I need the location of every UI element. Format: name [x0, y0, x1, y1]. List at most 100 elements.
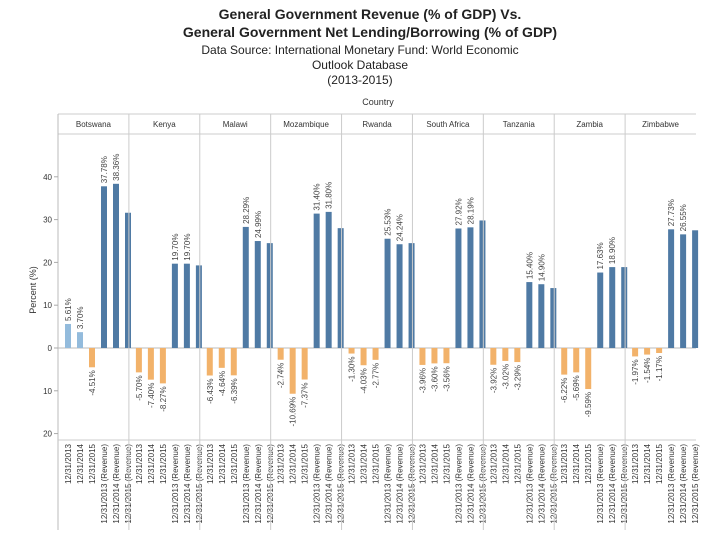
panel-label: Mozambique: [283, 120, 329, 129]
data-label: -1.54%: [643, 358, 652, 383]
bar: [277, 347, 284, 360]
y-tick-label: 40: [43, 173, 52, 182]
x-tick-label: 12/31/2015: [159, 443, 168, 484]
data-label: -4.51%: [88, 370, 97, 395]
bar: [159, 347, 166, 384]
bar: [680, 234, 687, 348]
x-tick-label: 12/31/2013: [64, 443, 73, 484]
bar: [89, 347, 95, 368]
x-tick-label: 12/31/2014: [218, 443, 227, 484]
bar: [195, 265, 202, 348]
y-tick-label: 10: [43, 301, 52, 310]
bar: [502, 347, 509, 361]
data-label: -8.27%: [159, 386, 168, 411]
x-tick-label: 12/31/2014 (Revenue): [396, 444, 405, 524]
bar: [101, 186, 107, 348]
subtitle: (2013-2015): [327, 73, 392, 87]
x-tick-label: 12/31/2013: [348, 443, 357, 484]
x-tick-label: 12/31/2013 (Revenue): [242, 444, 251, 524]
bar: [609, 267, 616, 348]
bar: [455, 228, 462, 348]
x-tick-label: 12/31/2014 (Revenue): [466, 444, 475, 524]
x-tick-label: 12/31/2014: [572, 443, 581, 484]
x-tick-label: 12/31/2014 (Revenue): [254, 444, 263, 524]
data-label: 27.73%: [667, 199, 676, 226]
y-tick-label: 0: [48, 344, 53, 353]
chart-title: General Government Net Lending/Borrowing…: [183, 24, 557, 40]
bar: [431, 347, 438, 364]
bar: [550, 288, 557, 348]
x-tick-label: 12/31/2015: [655, 443, 664, 484]
bar: [644, 347, 651, 355]
bar: [632, 347, 639, 357]
x-tick-label: 12/31/2015: [513, 443, 522, 484]
bar: [514, 347, 521, 363]
bar: [289, 347, 296, 394]
x-tick-label: 12/31/2014 (Revenue): [183, 444, 192, 524]
panel-label: Kenya: [153, 120, 176, 129]
x-tick-label: 12/31/2015 (Revenue): [691, 444, 700, 524]
x-tick-label: 12/31/2015: [584, 443, 593, 484]
data-label: -3.29%: [513, 365, 522, 390]
x-tick-label: 12/31/2013 (Revenue): [171, 444, 180, 524]
bar: [656, 347, 663, 353]
data-label: 38.36%: [112, 154, 121, 181]
data-label: 24.99%: [254, 211, 263, 238]
data-label: 31.40%: [313, 183, 322, 210]
data-label: 3.70%: [76, 306, 85, 329]
x-tick-label: 12/31/2013 (Revenue): [525, 444, 534, 524]
subtitle: Outlook Database: [312, 58, 408, 72]
x-tick-label: 12/31/2013: [206, 443, 215, 484]
x-tick-label: 12/31/2015: [230, 443, 239, 484]
x-tick-label: 12/31/2013 (Revenue): [596, 444, 605, 524]
y-tick-label: 20: [43, 430, 52, 439]
x-tick-label: 12/31/2014 (Revenue): [537, 444, 546, 524]
bar: [242, 226, 249, 348]
x-tick-label: 12/31/2013 (Revenue): [100, 444, 109, 524]
data-label: -2.74%: [277, 363, 286, 388]
bar: [218, 347, 225, 368]
x-tick-label: 12/31/2015: [442, 443, 451, 484]
column-header: Country: [362, 97, 394, 107]
data-label: -3.56%: [442, 366, 451, 391]
data-label: 28.29%: [242, 197, 251, 224]
x-tick-label: 12/31/2014 (Revenue): [679, 444, 688, 524]
bar: [313, 213, 320, 348]
y-tick-label: 10: [43, 387, 52, 396]
bar: [135, 347, 142, 373]
bar: [348, 347, 355, 354]
data-label: -1.97%: [631, 359, 640, 384]
x-tick-label: 12/31/2014: [289, 443, 298, 484]
x-tick-label: 12/31/2013: [489, 443, 498, 484]
panel-label: Zimbabwe: [642, 120, 679, 129]
bar: [573, 347, 580, 373]
data-label: -7.37%: [301, 383, 310, 408]
bar: [668, 229, 675, 348]
data-label: 27.92%: [454, 198, 463, 225]
bar: [254, 241, 261, 348]
x-tick-label: 12/31/2013: [418, 443, 427, 484]
bar: [384, 238, 391, 348]
data-label: -3.92%: [489, 368, 498, 393]
panel-label: Malawi: [223, 120, 248, 129]
panel-label: Tanzania: [503, 120, 536, 129]
data-label: 28.19%: [466, 197, 475, 224]
bar: [467, 227, 474, 348]
y-tick-label: 30: [43, 216, 52, 225]
bar: [526, 282, 533, 348]
data-label: -6.22%: [560, 378, 569, 403]
bar: [538, 284, 545, 348]
data-label: -10.69%: [289, 397, 298, 427]
data-label: -3.60%: [430, 366, 439, 391]
data-label: 31.80%: [325, 182, 334, 209]
data-label: -3.02%: [501, 364, 510, 389]
bar: [325, 211, 332, 348]
data-label: -4.03%: [360, 368, 369, 393]
data-label: 25.53%: [384, 209, 393, 236]
data-label: 17.63%: [596, 242, 605, 269]
bar: [419, 347, 426, 365]
subtitle: Data Source: International Monetary Fund…: [201, 43, 518, 57]
x-tick-label: 12/31/2015: [301, 443, 310, 484]
x-tick-label: 12/31/2014: [643, 443, 652, 484]
